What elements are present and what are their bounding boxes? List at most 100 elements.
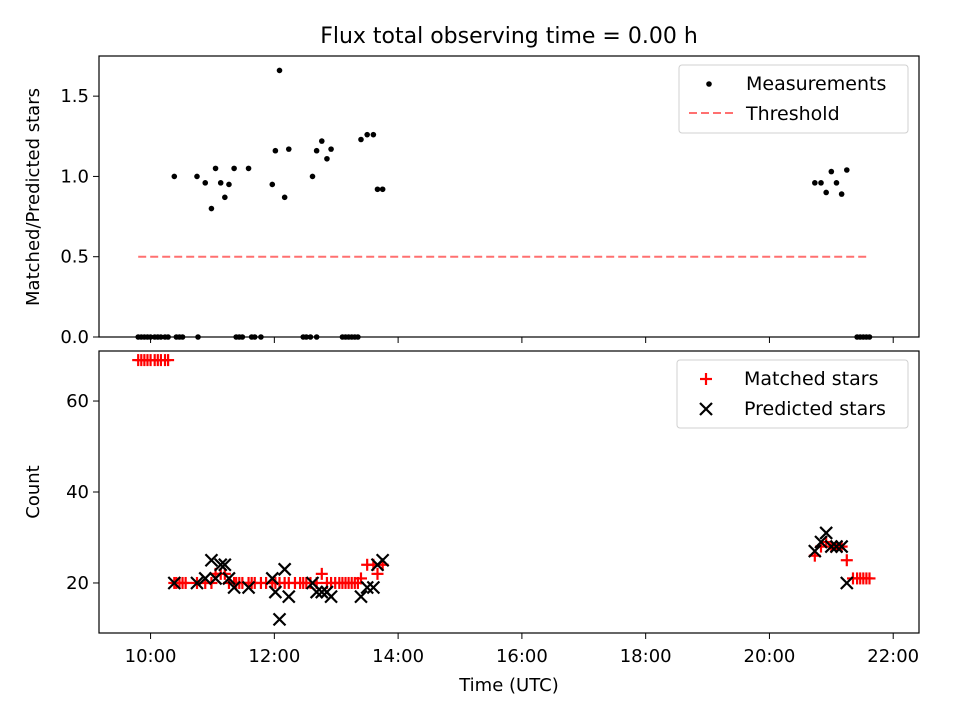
predicted-point <box>208 571 223 586</box>
x-tick-label: 12:00 <box>248 646 300 667</box>
legend-matched-marker <box>700 373 712 385</box>
legend-predicted-label: Predicted stars <box>744 398 886 420</box>
ratio-plot-area <box>135 67 873 340</box>
measurement-point <box>833 180 840 186</box>
x-tick-label: 16:00 <box>496 646 548 667</box>
predicted-point <box>354 589 368 604</box>
measurement-point <box>281 194 288 201</box>
count-legend-box <box>676 359 909 429</box>
predicted-point <box>167 576 182 590</box>
ratio-x-ticks <box>150 337 894 343</box>
y-tick-label: 0.0 <box>60 327 89 348</box>
measurement-point <box>285 146 292 152</box>
measurement-point <box>212 165 219 172</box>
x-tick-label: 14:00 <box>372 646 424 667</box>
matched-point <box>840 554 853 567</box>
x-tick-label: 22:00 <box>867 646 919 667</box>
y-tick-label: 40 <box>66 482 89 503</box>
predicted-point <box>309 585 324 599</box>
measurement-point <box>309 173 316 180</box>
measurement-point <box>324 155 330 162</box>
legend-threshold-label: Threshold <box>745 103 840 125</box>
measurement-point <box>313 147 320 154</box>
measurement-point <box>272 147 279 154</box>
measurement-point <box>318 138 325 144</box>
matched-point <box>162 354 175 367</box>
count-x-axis: 10:00 12:00 14:00 16:00 18:00 20:00 22:00 <box>125 633 919 667</box>
predicted-point <box>268 585 283 599</box>
measurement-point <box>364 131 370 138</box>
predicted-point <box>277 562 292 577</box>
y-tick-label: 60 <box>66 391 89 412</box>
legend-measurements-label: Measurements <box>746 73 886 95</box>
matched-point <box>371 567 384 580</box>
x-tick-label: 18:00 <box>620 646 672 667</box>
count-y-axis: 20 40 60 <box>66 391 99 594</box>
measurement-point <box>370 131 377 138</box>
predicted-point <box>808 544 822 558</box>
ratio-legend[interactable]: Measurements Threshold <box>678 64 909 134</box>
predicted-point <box>814 535 828 549</box>
ratio-legend-box <box>678 64 909 134</box>
count-legend[interactable]: Matched stars Predicted stars <box>676 359 909 429</box>
measurement-point <box>217 180 224 186</box>
measurement-point <box>823 189 829 196</box>
ratio-panel-frame <box>98 55 920 338</box>
predicted-point <box>819 526 833 540</box>
predicted-point <box>213 557 228 572</box>
predicted-point <box>265 571 280 586</box>
y-tick-label: 1.5 <box>60 86 89 107</box>
x-axis-label: Time (UTC) <box>458 675 559 696</box>
predicted-point <box>360 580 374 595</box>
measurement-point <box>245 165 252 172</box>
legend-predicted-marker <box>699 402 713 416</box>
predicted-point <box>324 589 338 604</box>
measurement-point <box>843 167 850 173</box>
predicted-point <box>829 539 844 554</box>
measurement-point <box>269 181 276 188</box>
legend-matched-label: Matched stars <box>744 368 878 390</box>
x-tick-label: 10:00 <box>125 646 177 667</box>
measurement-point <box>812 180 818 186</box>
predicted-point <box>840 576 854 590</box>
predicted-point <box>272 612 287 627</box>
ratio-panel: 0.0 0.5 1.0 1.5 Matched/Predicted stars Mea… <box>23 55 920 348</box>
measurement-point <box>379 186 386 193</box>
count-y-axis-label: Count <box>23 465 44 518</box>
measurement-point <box>171 173 178 180</box>
predicted-point <box>834 539 849 554</box>
count-plot-area <box>132 354 876 627</box>
predicted-point <box>366 580 381 595</box>
measurement-point <box>358 136 364 143</box>
matched-point <box>179 576 192 589</box>
y-tick-label: 1.0 <box>60 166 89 187</box>
measurement-point <box>222 194 228 201</box>
matched-point <box>863 572 876 585</box>
measurement-point <box>328 146 334 152</box>
matched-point <box>315 567 328 580</box>
legend-measurements-marker <box>706 81 712 87</box>
ratio-y-axis: 0.0 0.5 1.0 1.5 <box>60 86 99 348</box>
predicted-point <box>241 580 256 595</box>
x-tick-label: 20:00 <box>744 646 796 667</box>
predicted-point <box>227 580 241 595</box>
measurement-point <box>194 173 200 180</box>
predicted-point <box>198 571 213 586</box>
measurement-point <box>202 180 209 186</box>
measurement-point <box>231 165 237 172</box>
measurement-point <box>838 191 845 197</box>
predicted-point <box>222 571 236 586</box>
predicted-point <box>375 553 390 568</box>
measurement-point <box>208 205 215 212</box>
measurement-point <box>828 168 835 175</box>
predicted-point <box>190 576 204 590</box>
predicted-point <box>218 557 232 572</box>
measurement-point <box>374 186 381 193</box>
predicted-point <box>315 585 329 599</box>
measurement-point <box>226 181 232 188</box>
y-tick-label: 0.5 <box>60 247 89 268</box>
chart-title: Flux total observing time = 0.00 h <box>320 24 698 49</box>
y-tick-label: 20 <box>66 573 89 594</box>
count-panel: 20 40 60 10:00 12:00 14:00 16:00 18:00 20:00 22:… <box>23 350 920 696</box>
